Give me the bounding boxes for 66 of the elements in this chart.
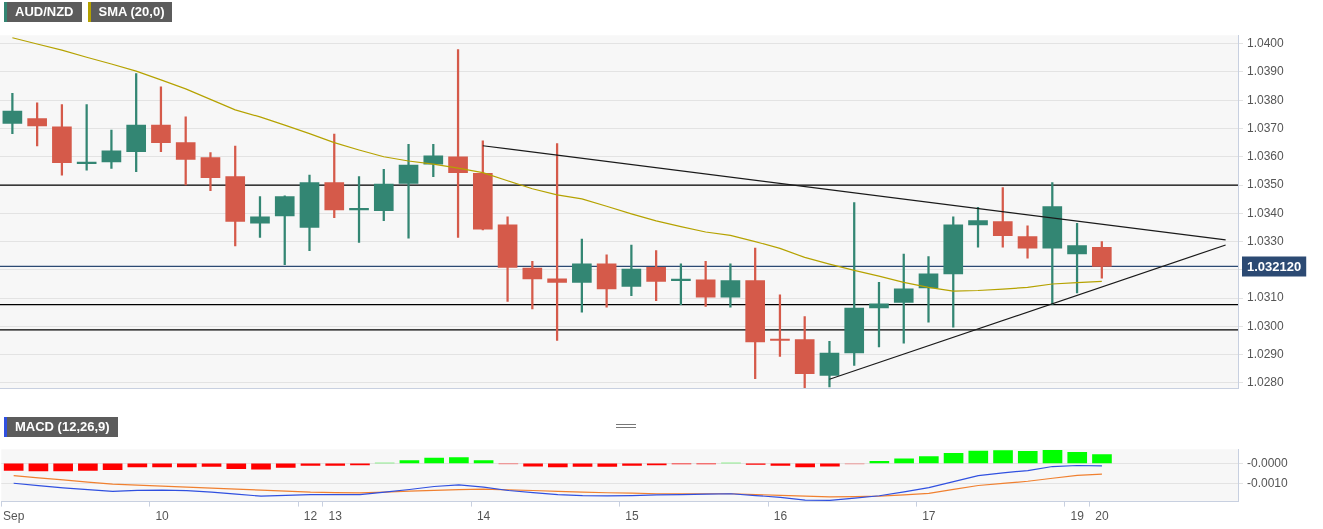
bar	[102, 463, 123, 471]
bar	[770, 463, 791, 466]
bar	[53, 463, 73, 472]
y-tick-label: 1.0300	[1247, 318, 1285, 333]
bar	[1092, 454, 1112, 464]
x-tick-label: 17	[922, 509, 936, 524]
bar	[152, 463, 172, 468]
bar	[597, 463, 618, 467]
bar	[622, 463, 642, 466]
bar	[473, 460, 494, 464]
bar	[424, 457, 444, 464]
bar	[919, 456, 939, 464]
bar	[547, 463, 568, 468]
candlestick	[101, 129, 122, 169]
bar	[275, 463, 296, 468]
bar	[78, 463, 98, 471]
candlestick	[398, 144, 419, 239]
x-tick-label: 14	[476, 509, 491, 524]
bar	[795, 463, 815, 468]
y-tick-label: -0.0000	[1247, 455, 1289, 470]
y-tick-label: 1.0330	[1247, 233, 1285, 248]
y-tick-label: 1.0370	[1247, 120, 1285, 135]
candlestick	[2, 93, 23, 134]
x-tick-label: 16	[773, 509, 788, 524]
bar	[28, 463, 49, 472]
bar	[993, 450, 1013, 464]
y-tick-label: 1.0390	[1247, 64, 1285, 79]
y-tick-label: 1.0400	[1247, 35, 1285, 50]
y-tick-label: 1.0380	[1247, 92, 1285, 107]
x-tick-label: 19	[1070, 509, 1085, 524]
bar	[449, 457, 469, 464]
bar	[325, 463, 346, 466]
bar	[226, 463, 247, 469]
bar	[300, 463, 321, 466]
y-tick-label: 1.0290	[1247, 346, 1285, 361]
ref-line-label: 1.032120	[1247, 259, 1302, 275]
bar	[3, 463, 24, 471]
x-tick-label: 13	[328, 509, 343, 524]
bar	[523, 463, 543, 467]
bar	[1042, 450, 1063, 464]
legend-label: SMA (20,0)	[87, 2, 173, 22]
x-tick-label: Sep	[3, 509, 25, 524]
bar	[1017, 451, 1038, 464]
y-tick-label: 1.0360	[1247, 149, 1285, 164]
x-tick-label: 12	[303, 509, 318, 524]
y-tick-label: 1.0340	[1247, 205, 1285, 220]
bar	[943, 452, 964, 464]
x-tick-label: 15	[625, 509, 640, 524]
bar	[176, 463, 197, 468]
y-tick-label: -0.0010	[1247, 475, 1289, 490]
candlestick	[918, 256, 939, 323]
bar	[1067, 452, 1088, 464]
x-tick-label: 20	[1095, 509, 1109, 524]
bar	[201, 463, 222, 467]
legend-label: MACD (12,26,9)	[4, 417, 118, 437]
bar	[399, 460, 420, 464]
bar	[127, 463, 148, 468]
bar	[251, 463, 271, 470]
bar	[820, 463, 840, 467]
bar	[968, 450, 989, 464]
y-tick-label: 1.0280	[1247, 375, 1285, 390]
y-tick-label: 1.0350	[1247, 177, 1285, 192]
x-tick-label: 10	[155, 509, 170, 524]
y-tick-label: 1.0310	[1247, 290, 1285, 305]
legend-label: AUD/NZD	[4, 2, 82, 22]
bar	[572, 463, 593, 467]
